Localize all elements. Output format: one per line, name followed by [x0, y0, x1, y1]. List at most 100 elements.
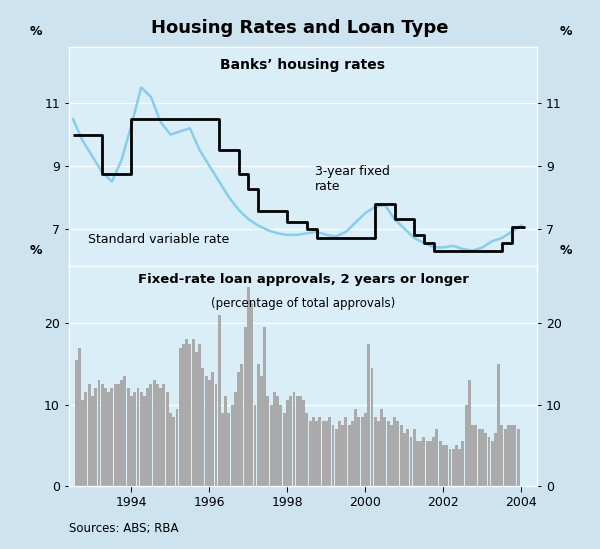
Bar — [341, 425, 344, 486]
Text: Standard variable rate: Standard variable rate — [88, 233, 229, 247]
Text: (percentage of total approvals): (percentage of total approvals) — [211, 297, 395, 310]
Text: %: % — [29, 244, 42, 257]
Bar — [289, 396, 292, 486]
Text: Sources: ABS; RBA: Sources: ABS; RBA — [69, 522, 179, 535]
Bar — [231, 405, 233, 486]
Bar — [390, 425, 393, 486]
Bar — [361, 417, 364, 486]
Bar — [397, 421, 399, 486]
Bar — [188, 344, 191, 486]
Bar — [179, 348, 182, 486]
Bar — [429, 441, 432, 486]
Bar — [296, 396, 299, 486]
Bar — [449, 449, 451, 486]
Bar — [78, 348, 81, 486]
Bar — [124, 376, 126, 486]
Bar — [481, 429, 484, 486]
Bar — [192, 339, 194, 486]
Bar — [94, 388, 97, 486]
Bar — [302, 400, 305, 486]
Text: Housing Rates and Loan Type: Housing Rates and Loan Type — [151, 19, 449, 37]
Bar — [436, 429, 438, 486]
Bar — [176, 408, 178, 486]
Bar — [247, 287, 250, 486]
Bar — [202, 368, 204, 486]
Bar — [91, 396, 94, 486]
Bar — [81, 400, 84, 486]
Bar — [497, 364, 500, 486]
Bar — [387, 421, 389, 486]
Bar — [367, 344, 370, 486]
Bar — [263, 327, 266, 486]
Bar — [104, 388, 107, 486]
Bar — [358, 417, 360, 486]
Bar — [257, 364, 260, 486]
Bar — [328, 417, 331, 486]
Text: 3-year fixed
rate: 3-year fixed rate — [315, 165, 389, 193]
Bar — [299, 396, 302, 486]
Bar — [208, 380, 211, 486]
Bar — [120, 380, 123, 486]
Bar — [133, 393, 136, 486]
Bar — [273, 393, 276, 486]
Bar — [403, 433, 406, 486]
Bar — [374, 417, 377, 486]
Text: %: % — [560, 25, 572, 38]
Bar — [260, 376, 263, 486]
Bar — [491, 441, 494, 486]
Bar — [332, 425, 334, 486]
Bar — [169, 413, 172, 486]
Bar — [182, 344, 185, 486]
Bar — [153, 380, 155, 486]
Bar — [163, 384, 165, 486]
Bar — [455, 445, 458, 486]
Bar — [110, 388, 113, 486]
Bar — [335, 429, 338, 486]
Bar — [130, 396, 133, 486]
Bar — [371, 368, 373, 486]
Bar — [416, 441, 419, 486]
Text: %: % — [29, 25, 42, 38]
Text: %: % — [560, 244, 572, 257]
Bar — [205, 376, 208, 486]
Bar — [393, 417, 396, 486]
Bar — [140, 393, 143, 486]
Bar — [461, 441, 464, 486]
Bar — [283, 413, 286, 486]
Bar — [504, 429, 506, 486]
Bar — [270, 405, 272, 486]
Bar — [364, 413, 367, 486]
Bar — [312, 417, 315, 486]
Bar — [484, 433, 487, 486]
Bar — [380, 408, 383, 486]
Bar — [325, 421, 328, 486]
Bar — [410, 437, 412, 486]
Bar — [280, 405, 282, 486]
Bar — [439, 441, 442, 486]
Bar — [322, 421, 325, 486]
Bar — [413, 429, 416, 486]
Bar — [354, 408, 357, 486]
Bar — [400, 425, 403, 486]
Bar — [159, 388, 162, 486]
Bar — [377, 421, 380, 486]
Bar — [348, 425, 350, 486]
Bar — [432, 437, 435, 486]
Bar — [127, 388, 130, 486]
Bar — [250, 303, 253, 486]
Bar — [254, 405, 256, 486]
Bar — [221, 413, 224, 486]
Bar — [319, 417, 321, 486]
Bar — [117, 384, 120, 486]
Bar — [517, 429, 520, 486]
Bar — [143, 396, 146, 486]
Bar — [172, 417, 175, 486]
Bar — [234, 393, 237, 486]
Bar — [98, 380, 100, 486]
Bar — [211, 372, 214, 486]
Bar — [419, 441, 422, 486]
Text: Banks’ housing rates: Banks’ housing rates — [221, 58, 386, 72]
Bar — [315, 421, 318, 486]
Bar — [338, 421, 341, 486]
Bar — [468, 380, 471, 486]
